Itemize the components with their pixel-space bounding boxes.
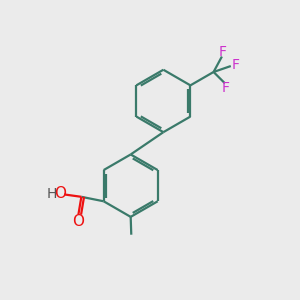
Text: H: H xyxy=(47,187,57,201)
Text: O: O xyxy=(72,214,84,229)
Text: F: F xyxy=(219,45,227,59)
Text: F: F xyxy=(222,81,230,95)
Text: F: F xyxy=(232,58,240,72)
Text: O: O xyxy=(54,186,66,201)
